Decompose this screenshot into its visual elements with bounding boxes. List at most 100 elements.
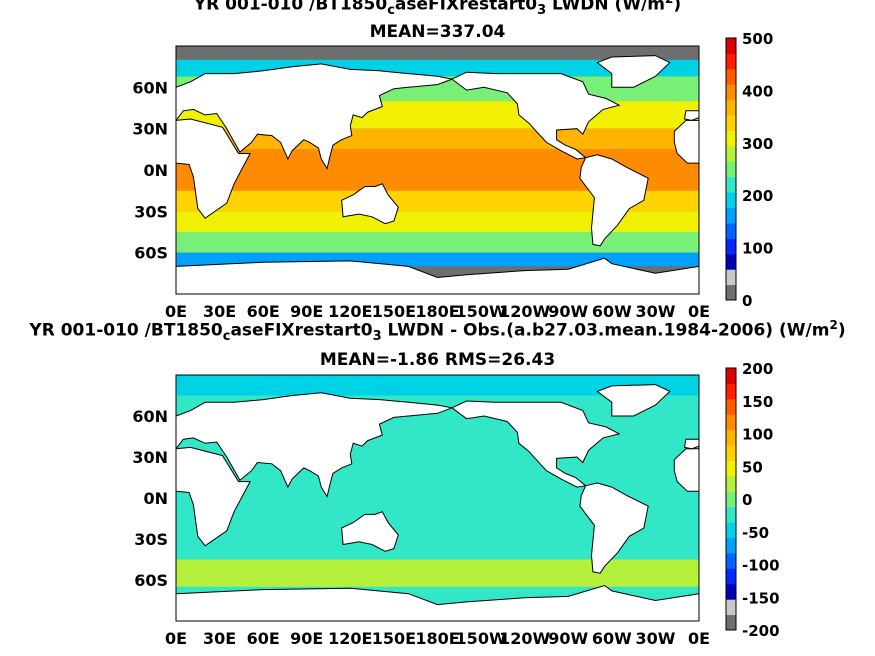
colorbar-segment [726, 383, 736, 400]
colorbar-segment [726, 368, 736, 384]
landmass [451, 400, 621, 488]
x-tick-label: 120W [499, 629, 550, 648]
landmass [673, 119, 699, 164]
x-tick-label: 120E [328, 302, 372, 321]
x-tick-label: 60E [247, 302, 280, 321]
colorbar-tick-label: 300 [742, 135, 773, 153]
colorbar-segment [726, 599, 736, 616]
colorbar-tick-label: 0 [742, 292, 752, 310]
landmass [176, 392, 454, 498]
colorbar-segment [726, 568, 736, 585]
continents [176, 384, 699, 621]
landmass [176, 584, 699, 621]
x-tick-label: 180E [415, 302, 459, 321]
landmass [451, 71, 621, 160]
landmass [683, 438, 699, 450]
colorbar-tick-label: 150 [742, 393, 773, 411]
x-tick-label: 90W [548, 629, 588, 648]
colorbar-segment [726, 445, 736, 461]
landmass [673, 448, 699, 492]
colorbar-segment [726, 145, 736, 162]
colorbar-frame [725, 367, 737, 631]
band-arctic-sea-ice [176, 46, 699, 60]
map-frame [175, 374, 700, 622]
colorbar-segment [726, 506, 736, 523]
band-southern-ocean [176, 232, 699, 253]
x-tick-label: 150E [372, 629, 416, 648]
colorbar-segment [726, 192, 736, 209]
colorbar-tick-label: -200 [742, 622, 780, 640]
colorbar-segment [726, 537, 736, 554]
colorbar-frame [725, 37, 737, 301]
colorbar-segment [726, 552, 736, 569]
colorbar-segment [726, 398, 736, 415]
x-tick-label: 150E [372, 302, 416, 321]
landmass [596, 55, 671, 88]
colorbar-segment [726, 99, 736, 116]
x-tick-label: 150W [456, 629, 507, 648]
x-tick-label: 60E [247, 629, 280, 648]
band-subtropics-south [176, 190, 699, 212]
x-tick-label: 90E [290, 629, 323, 648]
y-tick-label: 30S [134, 530, 168, 549]
colorbar-segment [726, 161, 736, 178]
y-tick-label: 60S [134, 571, 168, 590]
landmass [683, 110, 699, 121]
colorbar-segment [726, 475, 736, 492]
panel1-subtitle: MEAN=337.04 [369, 22, 506, 42]
colorbar-segment [726, 238, 736, 255]
colorbar-segment [726, 207, 736, 224]
colorbar-tick-label: 200 [742, 360, 773, 378]
band-arctic [176, 375, 699, 396]
landmass [341, 183, 399, 225]
colorbar-tick-label: -100 [742, 557, 780, 575]
colorbar-segment [726, 269, 736, 286]
x-tick-label: 60W [592, 629, 632, 648]
colorbar-segment [726, 53, 736, 70]
colorbar-segment [726, 253, 736, 270]
colorbar-segment [726, 460, 736, 477]
x-tick-label: 30W [635, 302, 675, 321]
colorbar-segment [726, 414, 736, 431]
x-tick-label: 90W [548, 302, 588, 321]
x-tick-label: 30E [203, 629, 236, 648]
colorbar-segment [726, 522, 736, 539]
colorbar-segment [726, 176, 736, 193]
x-tick-label: 60W [592, 302, 632, 321]
x-tick-label: 120E [328, 629, 372, 648]
colorbar-tick-label: 100 [742, 426, 773, 444]
colorbar-tick-label: 50 [742, 458, 763, 476]
x-tick-label: 0E [688, 302, 710, 321]
landmass [176, 63, 454, 170]
y-tick-label: 0N [143, 489, 168, 508]
y-tick-label: 30N [132, 448, 168, 467]
x-tick-label: 30E [203, 302, 236, 321]
x-tick-label: 0E [688, 629, 710, 648]
colorbar-segment [726, 130, 736, 147]
colorbar-segment [726, 68, 736, 85]
x-tick-label: 150W [456, 302, 507, 321]
colorbar-tick-label: 400 [742, 82, 773, 100]
y-tick-label: 60S [134, 244, 168, 263]
y-tick-label: 30N [132, 120, 168, 139]
colorbar-segment [726, 614, 736, 631]
x-tick-label: 0E [165, 629, 187, 648]
x-tick-label: 0E [165, 302, 187, 321]
y-tick-label: 0N [143, 161, 168, 180]
colorbar-segment [726, 583, 736, 600]
map-frame [175, 45, 700, 295]
y-tick-label: 60N [132, 78, 168, 97]
colorbar-tick-label: 200 [742, 187, 773, 205]
colorbar-segment [726, 491, 736, 508]
panel1-title: YR 001-010 /BT1850caseFIXrestart03 LWDN … [193, 0, 682, 19]
colorbar-tick-label: 100 [742, 240, 773, 258]
colorbar-tick-label: 0 [742, 491, 752, 509]
panel2-subtitle: MEAN=-1.86 RMS=26.43 [319, 350, 556, 370]
landmass [176, 446, 251, 547]
colorbar-segment [726, 222, 736, 239]
colorbar-segment [726, 84, 736, 101]
y-tick-label: 60N [132, 407, 168, 426]
